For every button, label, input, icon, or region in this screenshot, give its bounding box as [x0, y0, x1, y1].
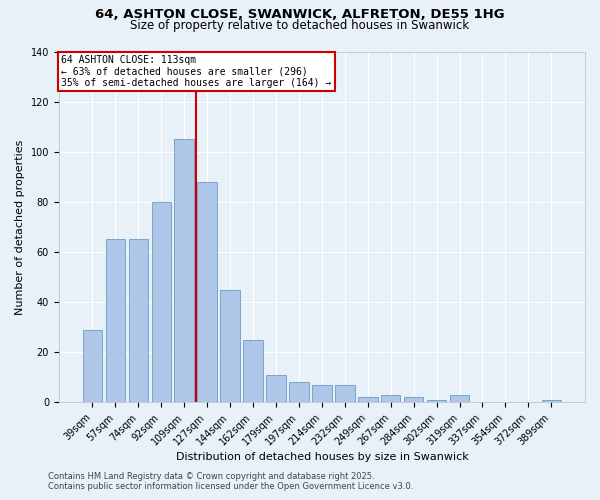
- Bar: [220, 290, 240, 403]
- Bar: [358, 398, 377, 402]
- Bar: [128, 240, 148, 402]
- Text: 64 ASHTON CLOSE: 113sqm
← 63% of detached houses are smaller (296)
35% of semi-d: 64 ASHTON CLOSE: 113sqm ← 63% of detache…: [61, 55, 332, 88]
- Bar: [83, 330, 102, 402]
- Bar: [266, 374, 286, 402]
- Bar: [244, 340, 263, 402]
- Bar: [175, 139, 194, 402]
- Y-axis label: Number of detached properties: Number of detached properties: [15, 139, 25, 314]
- Bar: [289, 382, 308, 402]
- Bar: [427, 400, 446, 402]
- Bar: [197, 182, 217, 402]
- Bar: [542, 400, 561, 402]
- Bar: [106, 240, 125, 402]
- X-axis label: Distribution of detached houses by size in Swanwick: Distribution of detached houses by size …: [176, 452, 468, 462]
- Text: Size of property relative to detached houses in Swanwick: Size of property relative to detached ho…: [130, 19, 470, 32]
- Bar: [312, 385, 332, 402]
- Text: 64, ASHTON CLOSE, SWANWICK, ALFRETON, DE55 1HG: 64, ASHTON CLOSE, SWANWICK, ALFRETON, DE…: [95, 8, 505, 20]
- Bar: [450, 395, 469, 402]
- Bar: [381, 395, 400, 402]
- Bar: [404, 398, 424, 402]
- Bar: [335, 385, 355, 402]
- Bar: [152, 202, 171, 402]
- Text: Contains HM Land Registry data © Crown copyright and database right 2025.
Contai: Contains HM Land Registry data © Crown c…: [48, 472, 413, 491]
